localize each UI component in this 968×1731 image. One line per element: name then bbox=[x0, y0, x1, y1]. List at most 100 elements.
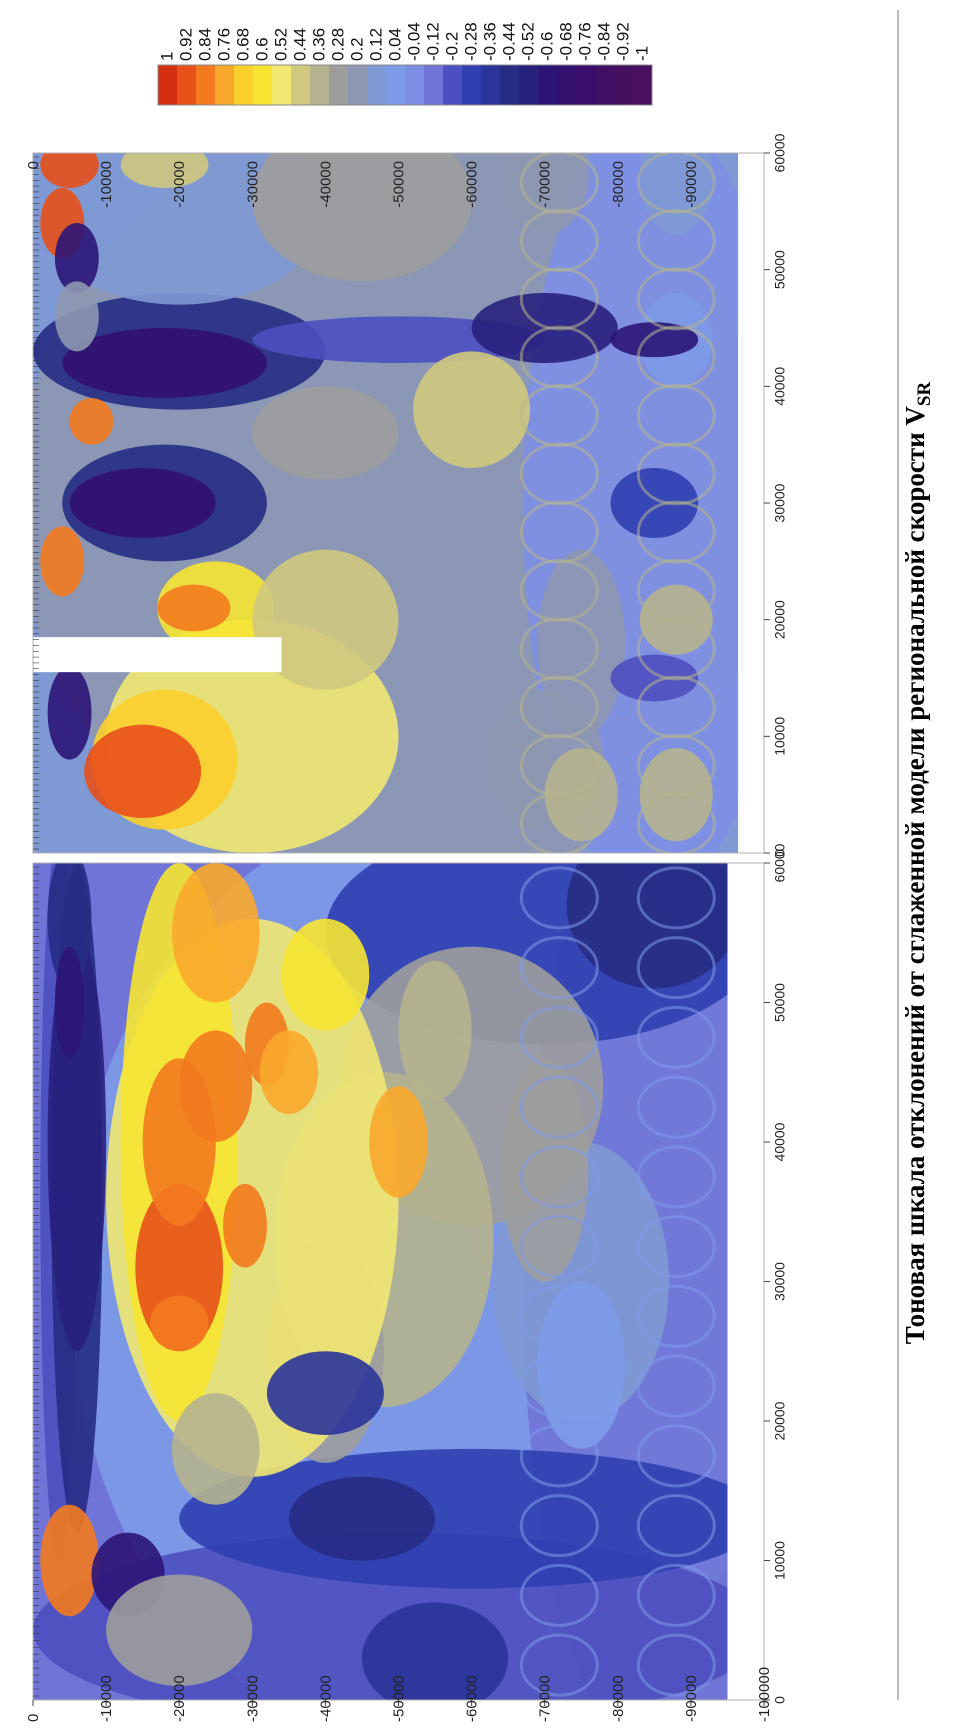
heatmap-cell bbox=[179, 1448, 728, 1589]
heatmap-panel-1: 0 10000 20000 30000 40000 50000 60000 0 -10000 -2… bbox=[25, 133, 787, 857]
heatmap-ring bbox=[519, 792, 599, 853]
heatmap-ring bbox=[636, 384, 716, 447]
heatmap-ring bbox=[519, 1424, 599, 1488]
colorbar-swatch bbox=[367, 65, 387, 105]
colorbar-swatch bbox=[215, 65, 235, 105]
colorbar-swatch bbox=[481, 65, 501, 105]
heatmap-cell bbox=[537, 549, 626, 737]
heatmap-ring bbox=[519, 734, 599, 797]
depth-tick-label: -20000 bbox=[171, 161, 188, 208]
heatmap-ring bbox=[636, 617, 716, 681]
heatmap-cell bbox=[54, 281, 99, 352]
colorbar-swatch bbox=[576, 65, 596, 105]
depth-tick-label: -10000 bbox=[98, 161, 115, 208]
heatmap-cell bbox=[69, 468, 216, 538]
heatmap-area bbox=[33, 863, 728, 1700]
colorbar-swatch bbox=[196, 65, 216, 105]
heatmap-cell bbox=[54, 946, 85, 1059]
colorbar-swatch bbox=[443, 65, 463, 105]
x-tick-label: 50000 bbox=[771, 250, 787, 289]
x-tick-label: 50000 bbox=[771, 983, 787, 1022]
heatmap-cell bbox=[223, 1183, 267, 1268]
depth-tick-label: -40000 bbox=[317, 161, 334, 208]
x-tick-label: 40000 bbox=[771, 367, 787, 406]
x-tick-label: 20000 bbox=[771, 600, 787, 639]
colorbar-swatch bbox=[538, 65, 558, 105]
depth-tick-label: -90000 bbox=[683, 161, 700, 208]
colorbar-label: 0.36 bbox=[310, 28, 329, 61]
heatmap-cell bbox=[266, 1351, 384, 1435]
heatmap-ring bbox=[636, 559, 716, 622]
heatmap-ring bbox=[636, 1563, 716, 1627]
heatmap-cell bbox=[288, 1476, 436, 1561]
x-tick-label: 10000 bbox=[771, 717, 787, 756]
depth-tick-label: -50000 bbox=[391, 1675, 408, 1722]
heatmap-ring bbox=[636, 1284, 716, 1348]
heatmap-ring bbox=[636, 675, 716, 739]
depth-tick-label: -40000 bbox=[317, 1675, 334, 1722]
colorbar-label: -0.2 bbox=[443, 32, 462, 61]
colorbar-label: -0.76 bbox=[576, 22, 595, 61]
colorbar-swatch bbox=[310, 65, 330, 105]
heatmap-ring bbox=[519, 936, 599, 1000]
heatmap-cell bbox=[54, 223, 99, 293]
x-tick-label: 30000 bbox=[771, 1262, 787, 1301]
heatmap-cell bbox=[62, 328, 267, 398]
heatmap-cell bbox=[171, 863, 260, 1003]
heatmap-cell bbox=[537, 1281, 626, 1449]
heatmap-cell bbox=[252, 386, 399, 480]
colorbar-swatch bbox=[462, 65, 482, 105]
colorbar-swatch bbox=[633, 65, 653, 105]
data-gap bbox=[33, 637, 282, 673]
heatmap-cell bbox=[281, 918, 370, 1031]
caption-text: Тоновая шкала отклонений от сглаженной м… bbox=[899, 406, 930, 1345]
colorbar-label: -0.52 bbox=[519, 22, 538, 61]
colorbar-swatch bbox=[272, 65, 292, 105]
colorbar-swatch bbox=[253, 65, 273, 105]
heatmap-ring bbox=[519, 1215, 599, 1279]
heatmap-ring bbox=[636, 1075, 716, 1139]
heatmap-ring bbox=[636, 1215, 716, 1279]
colorbar-label: -0.92 bbox=[614, 22, 633, 61]
colorbar-swatch bbox=[158, 65, 178, 105]
colorbar-label: 0.2 bbox=[348, 37, 367, 61]
heatmap-ring bbox=[519, 1284, 599, 1348]
colorbar-swatch bbox=[519, 65, 539, 105]
heatmap-ring bbox=[636, 1633, 716, 1697]
heatmap-ring bbox=[636, 1005, 716, 1069]
heatmap-ring bbox=[636, 936, 716, 1000]
heatmap-cell bbox=[398, 960, 472, 1101]
colorbar-label: -0.44 bbox=[500, 22, 519, 61]
heatmap-ring bbox=[519, 209, 599, 272]
colorbar-label: 0.92 bbox=[177, 28, 196, 61]
colorbar-label: 0.04 bbox=[386, 28, 405, 61]
depth-tick-label: -30000 bbox=[244, 1675, 261, 1722]
x-tick-label: 40000 bbox=[771, 1122, 787, 1161]
colorbar-label: -0.28 bbox=[462, 22, 481, 61]
heatmap-cell bbox=[252, 549, 399, 690]
colorbar-label: -0.68 bbox=[557, 22, 576, 61]
depth-tick-label: -100000 bbox=[756, 1667, 773, 1722]
heatmap-ring bbox=[636, 866, 716, 930]
heatmap-ring bbox=[519, 500, 599, 564]
colorbar-label: -0.36 bbox=[481, 22, 500, 61]
heatmap-cell bbox=[33, 153, 326, 305]
colorbar-label: 0.52 bbox=[272, 28, 291, 61]
heatmap-ring bbox=[519, 675, 599, 739]
depth-tick-label: -70000 bbox=[537, 161, 554, 208]
heatmap-cell bbox=[259, 1030, 319, 1115]
colorbar-frame bbox=[157, 64, 653, 106]
colorbar-swatch bbox=[291, 65, 311, 105]
depth-tick-label: -80000 bbox=[610, 1675, 627, 1722]
heatmap-area bbox=[33, 153, 743, 853]
colorbar-swatch bbox=[424, 65, 444, 105]
x-tick-label: 30000 bbox=[771, 483, 787, 522]
colorbar-label: 0.76 bbox=[215, 28, 234, 61]
depth-tick-label: -70000 bbox=[537, 1675, 554, 1722]
heatmap-ring bbox=[636, 792, 716, 853]
heatmap-cell bbox=[610, 322, 699, 358]
heatmap-ring bbox=[519, 153, 599, 214]
heatmap-cell bbox=[500, 1058, 589, 1282]
